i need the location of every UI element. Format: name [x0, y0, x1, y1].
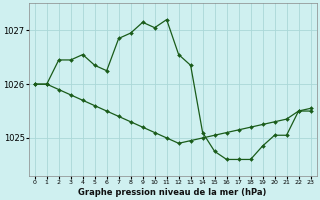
X-axis label: Graphe pression niveau de la mer (hPa): Graphe pression niveau de la mer (hPa)	[78, 188, 267, 197]
